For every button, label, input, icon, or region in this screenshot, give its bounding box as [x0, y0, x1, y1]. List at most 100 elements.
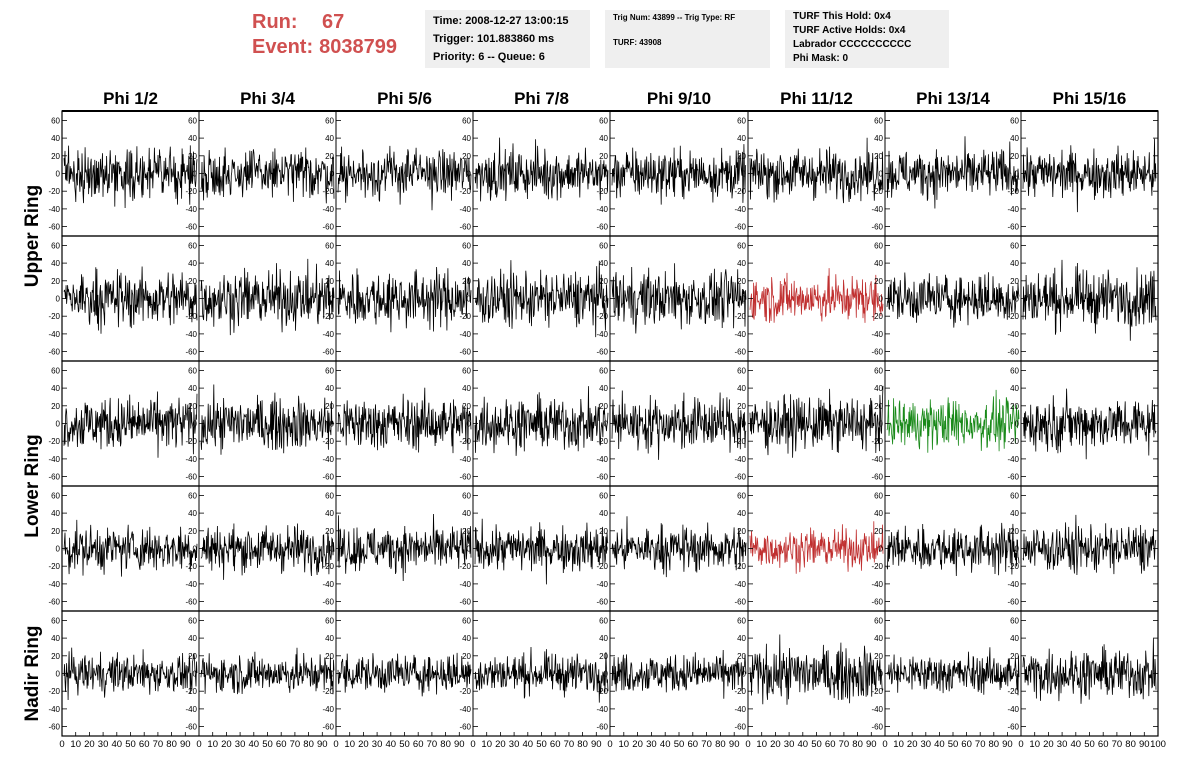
y-tick-label: 20: [462, 152, 471, 161]
y-tick-label: 40: [737, 384, 746, 393]
y-tick-label: 60: [325, 616, 334, 625]
x-tick-label: 10: [893, 739, 904, 750]
x-tick-label: 60: [139, 739, 150, 750]
y-tick-label: -40: [871, 455, 883, 464]
y-tick-label: 60: [188, 241, 197, 250]
run-value: 67: [322, 11, 345, 33]
y-tick-label: 60: [462, 241, 471, 250]
y-tick-label: 0: [193, 295, 198, 304]
y-tick-label: -60: [459, 473, 471, 482]
y-tick-label: 20: [325, 152, 334, 161]
waveform-trace: [886, 647, 1020, 696]
y-tick-label: -60: [734, 598, 746, 607]
y-tick-label: -60: [48, 598, 60, 607]
y-tick-label: 0: [604, 295, 609, 304]
y-tick-label: -40: [734, 455, 746, 464]
x-tick-label: 50: [948, 739, 959, 750]
y-tick-label: -40: [459, 205, 471, 214]
y-tick-label: -40: [1007, 330, 1019, 339]
y-tick-label: 20: [599, 152, 608, 161]
x-tick-label: 70: [839, 739, 850, 750]
y-tick-label: 40: [188, 384, 197, 393]
x-tick-label: 50: [674, 739, 685, 750]
waveform-trace: [474, 137, 609, 202]
y-tick-label: -60: [871, 348, 883, 357]
y-tick-label: 20: [874, 652, 883, 661]
y-tick-label: -20: [185, 687, 197, 696]
y-tick-label: -60: [322, 473, 334, 482]
event-line: Event: 8038799: [252, 35, 397, 60]
y-tick-label: 0: [330, 670, 335, 679]
x-tick-label: 90: [591, 739, 602, 750]
x-tick-label: 10: [344, 739, 355, 750]
y-tick-label: -40: [1007, 580, 1019, 589]
waveform-trace: [63, 391, 198, 458]
x-tick-label: 20: [221, 739, 232, 750]
x-tick-label: 0: [745, 739, 750, 750]
y-tick-label: 0: [742, 670, 747, 679]
y-tick-label: -20: [459, 437, 471, 446]
y-tick-label: -60: [185, 223, 197, 232]
y-tick-label: 60: [188, 366, 197, 375]
y-tick-label: -60: [596, 223, 608, 232]
y-tick-label: 0: [604, 670, 609, 679]
trig-num-panel: Trig Num: 43899 -- Trig Type: RF TURF: 4…: [605, 10, 770, 68]
waveform-trace: [1022, 138, 1157, 213]
y-tick-label: 20: [737, 652, 746, 661]
y-tick-label: -20: [459, 312, 471, 321]
x-tick-label: 60: [1098, 739, 1109, 750]
y-tick-label: 40: [325, 384, 334, 393]
y-tick-label: -60: [459, 598, 471, 607]
y-tick-label: 40: [1010, 634, 1019, 643]
y-tick-label: 40: [51, 384, 60, 393]
y-tick-label: -20: [871, 187, 883, 196]
y-tick-label: -40: [185, 455, 197, 464]
y-tick-label: 60: [874, 241, 883, 250]
y-tick-label: 0: [330, 295, 335, 304]
waveform-trace: [611, 263, 747, 334]
y-tick-label: 40: [51, 634, 60, 643]
waveform-trace: [749, 385, 884, 458]
run-line: Run: 67: [252, 10, 397, 35]
y-tick-label: 40: [51, 134, 60, 143]
y-tick-label: -40: [185, 705, 197, 714]
y-tick-label: 0: [879, 295, 884, 304]
y-tick-label: 20: [188, 652, 197, 661]
y-tick-label: 20: [51, 402, 60, 411]
y-tick-label: -40: [596, 205, 608, 214]
y-tick-label: -60: [48, 223, 60, 232]
y-tick-label: 0: [56, 670, 61, 679]
y-tick-label: 60: [1010, 116, 1019, 125]
y-tick-label: 40: [325, 634, 334, 643]
y-tick-label: -60: [48, 473, 60, 482]
y-tick-label: -60: [596, 723, 608, 732]
x-tick-label: 0: [333, 739, 338, 750]
y-tick-label: 20: [1010, 402, 1019, 411]
x-tick-label: 50: [536, 739, 547, 750]
y-tick-label: 0: [742, 545, 747, 554]
y-tick-label: 60: [1010, 366, 1019, 375]
y-tick-label: 40: [1010, 384, 1019, 393]
labrador-text: Labrador CCCCCCCCCC: [793, 39, 912, 50]
y-tick-label: 0: [879, 545, 884, 554]
waveform-trace: [63, 145, 198, 209]
waveform-trace: [63, 266, 198, 334]
y-tick-label: -20: [48, 687, 60, 696]
x-tick-label: 100: [1150, 739, 1166, 750]
y-tick-label: -60: [322, 348, 334, 357]
y-tick-label: -60: [48, 723, 60, 732]
x-tick-label: 70: [427, 739, 438, 750]
y-tick-label: -60: [871, 598, 883, 607]
y-tick-label: 40: [1010, 134, 1019, 143]
y-tick-label: 40: [462, 259, 471, 268]
y-tick-label: 0: [879, 170, 884, 179]
y-tick-label: 0: [1015, 420, 1020, 429]
y-tick-label: 20: [599, 527, 608, 536]
waveform-trace: [63, 519, 198, 577]
x-tick-label: 40: [249, 739, 260, 750]
y-tick-label: -40: [1007, 705, 1019, 714]
column-header: Phi 11/12: [780, 89, 853, 108]
y-tick-label: 0: [56, 545, 61, 554]
y-tick-label: 40: [325, 509, 334, 518]
y-tick-label: -20: [48, 562, 60, 571]
